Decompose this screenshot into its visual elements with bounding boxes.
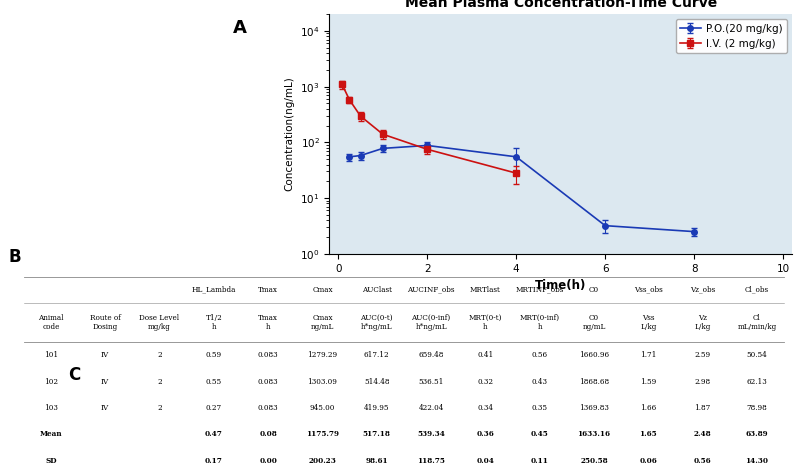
Text: 422.04: 422.04 (418, 404, 444, 412)
Text: 78.98: 78.98 (746, 404, 767, 412)
Text: 0.47: 0.47 (205, 430, 222, 438)
Text: A: A (233, 19, 247, 37)
Text: 514.48: 514.48 (364, 378, 390, 386)
Text: 1.65: 1.65 (639, 430, 657, 438)
Text: 617.12: 617.12 (364, 351, 390, 359)
Text: 2: 2 (157, 378, 162, 386)
Text: 2.59: 2.59 (694, 351, 710, 359)
Text: Cl
mL/min/kg: Cl mL/min/kg (738, 313, 777, 331)
Title: Mean Plasma Concentration-Time Curve: Mean Plasma Concentration-Time Curve (405, 0, 717, 10)
Text: 0.59: 0.59 (206, 351, 222, 359)
Text: MRT(0-t)
h: MRT(0-t) h (469, 313, 502, 331)
Text: 102: 102 (44, 378, 58, 386)
Text: 14.30: 14.30 (746, 457, 769, 465)
Text: C0
ng/mL: C0 ng/mL (582, 313, 606, 331)
Text: Route of
Dosing: Route of Dosing (90, 313, 121, 331)
Text: 0.04: 0.04 (477, 457, 494, 465)
Text: MRT(0-inf)
h: MRT(0-inf) h (520, 313, 560, 331)
Text: 0.45: 0.45 (531, 430, 549, 438)
Text: IV: IV (101, 404, 110, 412)
Text: 0.083: 0.083 (258, 351, 278, 359)
Text: 63.89: 63.89 (746, 430, 768, 438)
Text: 0.17: 0.17 (205, 457, 222, 465)
Text: 0.08: 0.08 (259, 430, 277, 438)
Text: 539.34: 539.34 (417, 430, 445, 438)
Text: Animal
code: Animal code (38, 313, 63, 331)
Text: HL_Lambda: HL_Lambda (192, 286, 236, 294)
Text: AUC(0-inf)
h*ng/mL: AUC(0-inf) h*ng/mL (411, 313, 450, 331)
Text: 200.23: 200.23 (309, 457, 336, 465)
Text: 0.36: 0.36 (477, 430, 494, 438)
Text: 1175.79: 1175.79 (306, 430, 339, 438)
Text: 0.32: 0.32 (478, 378, 494, 386)
Text: 0.11: 0.11 (530, 457, 549, 465)
Text: SD: SD (45, 457, 57, 465)
Text: 517.18: 517.18 (363, 430, 390, 438)
Text: 0.55: 0.55 (206, 378, 222, 386)
Text: Vss_obs: Vss_obs (634, 286, 662, 294)
Text: Cmax
ng/mL: Cmax ng/mL (310, 313, 334, 331)
X-axis label: Time(h): Time(h) (535, 279, 586, 292)
Text: 1279.29: 1279.29 (307, 351, 338, 359)
Text: IV: IV (101, 351, 110, 359)
Text: 118.75: 118.75 (417, 457, 445, 465)
Text: 0.56: 0.56 (694, 457, 711, 465)
Text: MRTlast: MRTlast (470, 286, 501, 294)
Text: 1303.09: 1303.09 (307, 378, 338, 386)
Text: C: C (68, 366, 80, 384)
Text: Tmax
h: Tmax h (258, 313, 278, 331)
Text: 0.43: 0.43 (532, 378, 548, 386)
Text: 62.13: 62.13 (746, 378, 767, 386)
Text: Vz
L/kg: Vz L/kg (694, 313, 711, 331)
Text: 0.083: 0.083 (258, 404, 278, 412)
Text: 2: 2 (157, 404, 162, 412)
Text: 1.71: 1.71 (640, 351, 657, 359)
Text: 0.083: 0.083 (258, 378, 278, 386)
Text: 1.87: 1.87 (694, 404, 711, 412)
Text: 101: 101 (44, 351, 58, 359)
Text: 1.66: 1.66 (640, 404, 657, 412)
Text: Vz_obs: Vz_obs (690, 286, 715, 294)
Legend: P.O.(20 mg/kg), I.V. (2 mg/kg): P.O.(20 mg/kg), I.V. (2 mg/kg) (676, 19, 786, 53)
Text: Cl_obs: Cl_obs (745, 286, 769, 294)
Text: B: B (8, 248, 21, 266)
Text: 1.59: 1.59 (640, 378, 657, 386)
Text: Vss
L/kg: Vss L/kg (640, 313, 657, 331)
Text: Tmax: Tmax (258, 286, 278, 294)
Text: 0.35: 0.35 (532, 404, 548, 412)
Text: 2: 2 (157, 351, 162, 359)
Text: 2.98: 2.98 (694, 378, 710, 386)
Text: 50.54: 50.54 (746, 351, 767, 359)
Text: Mean: Mean (39, 430, 62, 438)
Text: IV: IV (101, 378, 110, 386)
Text: 0.00: 0.00 (259, 457, 277, 465)
Text: AUC(0-t)
h*ng/mL: AUC(0-t) h*ng/mL (361, 313, 393, 331)
Y-axis label: Concentration(ng/mL): Concentration(ng/mL) (285, 76, 294, 191)
Text: 1868.68: 1868.68 (579, 378, 609, 386)
Text: 1660.96: 1660.96 (579, 351, 609, 359)
Text: 0.34: 0.34 (478, 404, 494, 412)
Text: 1633.16: 1633.16 (578, 430, 610, 438)
Text: 536.51: 536.51 (418, 378, 444, 386)
Text: Cmax: Cmax (312, 286, 333, 294)
Text: Dose Level
mg/kg: Dose Level mg/kg (139, 313, 179, 331)
Text: 1369.83: 1369.83 (579, 404, 609, 412)
Text: 98.61: 98.61 (366, 457, 388, 465)
Text: 419.95: 419.95 (364, 404, 390, 412)
Text: 0.06: 0.06 (639, 457, 658, 465)
Text: C0: C0 (589, 286, 599, 294)
Text: 103: 103 (44, 404, 58, 412)
Text: 945.00: 945.00 (310, 404, 335, 412)
Text: 659.48: 659.48 (418, 351, 444, 359)
Text: 2.48: 2.48 (694, 430, 711, 438)
Text: MRTINF_obs: MRTINF_obs (515, 286, 564, 294)
Text: AUClast: AUClast (362, 286, 392, 294)
Text: 0.41: 0.41 (478, 351, 494, 359)
Text: 0.27: 0.27 (206, 404, 222, 412)
Text: 250.58: 250.58 (580, 457, 608, 465)
Text: 0.56: 0.56 (532, 351, 548, 359)
Text: T1/2
h: T1/2 h (206, 313, 222, 331)
Text: AUCINF_obs: AUCINF_obs (407, 286, 455, 294)
